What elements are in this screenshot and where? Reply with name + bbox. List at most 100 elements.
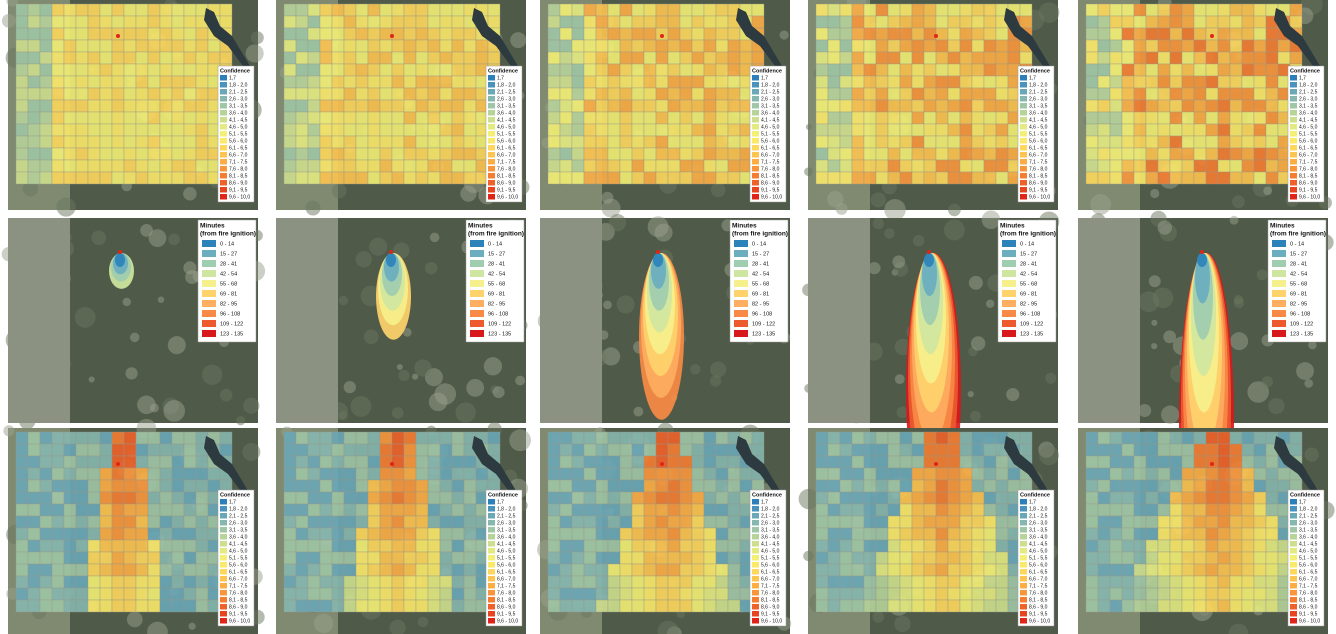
confidence-cell — [1098, 148, 1110, 160]
confidence-cell — [584, 148, 596, 160]
legend-swatch — [1020, 159, 1027, 165]
confidence-cell — [356, 112, 368, 124]
confidence-cell — [936, 76, 948, 88]
confidence-cell — [948, 576, 960, 588]
confidence-cell — [172, 100, 184, 112]
legend-swatch — [1002, 250, 1016, 257]
confidence-cell — [148, 504, 160, 516]
legend-label: 82 - 95 — [488, 301, 505, 307]
confidence-cell — [936, 172, 948, 184]
confidence-cell — [1086, 124, 1098, 136]
confidence-cell — [160, 480, 172, 492]
confidence-cell — [124, 28, 136, 40]
legend-label: 6,6 - 7,0 — [1299, 152, 1318, 158]
confidence-cell — [1158, 492, 1170, 504]
confidence-cell — [984, 492, 996, 504]
confidence-cell — [876, 16, 888, 28]
legend-label: 4,6 - 5,0 — [497, 548, 516, 554]
confidence-cell — [296, 528, 308, 540]
confidence-cell — [1206, 160, 1218, 172]
confidence-cell — [680, 76, 692, 88]
confidence-cell — [668, 148, 680, 160]
confidence-cell — [692, 16, 704, 28]
legend-swatch — [220, 548, 227, 554]
fire-spread-zone — [115, 253, 125, 267]
legend-label: 7,6 - 8,0 — [1299, 590, 1318, 596]
confidence-cell — [608, 136, 620, 148]
legend-label: 6,6 - 7,0 — [1029, 152, 1048, 158]
confidence-cell — [488, 432, 500, 444]
confidence-cell — [680, 40, 692, 52]
confidence-cell — [440, 16, 452, 28]
legend-label: 28 - 41 — [752, 261, 769, 267]
ignition-point — [660, 462, 664, 466]
confidence-cell — [1134, 112, 1146, 124]
confidence-cell — [924, 64, 936, 76]
confidence-cell — [680, 16, 692, 28]
confidence-cell — [28, 432, 40, 444]
confidence-cell — [656, 172, 668, 184]
confidence-cell — [88, 172, 100, 184]
confidence-cell — [380, 88, 392, 100]
confidence-cell — [1242, 600, 1254, 612]
legend-swatch — [488, 499, 495, 505]
terrain-texture — [986, 300, 994, 308]
confidence-cell — [1254, 52, 1266, 64]
confidence-cell — [936, 552, 948, 564]
confidence-cell — [680, 64, 692, 76]
confidence-cell — [320, 136, 332, 148]
confidence-cell — [584, 468, 596, 480]
confidence-cell — [76, 528, 88, 540]
confidence-cell — [584, 112, 596, 124]
confidence-cell — [368, 112, 380, 124]
confidence-cell — [560, 468, 572, 480]
legend-label: 9,1 - 9,5 — [497, 611, 516, 617]
confidence-cell — [284, 76, 296, 88]
terrain-texture — [369, 238, 387, 256]
confidence-cell — [888, 52, 900, 64]
confidence-cell — [100, 4, 112, 16]
confidence-cell — [828, 456, 840, 468]
confidence-cell — [112, 76, 124, 88]
confidence-cell — [136, 468, 148, 480]
confidence-cell — [148, 124, 160, 136]
confidence-cell — [644, 540, 656, 552]
confidence-cell — [924, 76, 936, 88]
confidence-cell — [608, 88, 620, 100]
confidence-cell — [1242, 28, 1254, 40]
confidence-cell — [88, 480, 100, 492]
legend-label: 7,1 - 7,5 — [1029, 583, 1048, 589]
confidence-cell — [716, 552, 728, 564]
confidence-cell — [572, 552, 584, 564]
legend-swatch — [734, 260, 748, 267]
confidence-cell — [1134, 588, 1146, 600]
terrain-texture — [3, 425, 14, 436]
confidence-cell — [1098, 432, 1110, 444]
confidence-cell — [136, 40, 148, 52]
legend-label: 8,6 - 9,0 — [761, 180, 780, 186]
confidence-cell — [596, 88, 608, 100]
confidence-cell — [1158, 28, 1170, 40]
confidence-cell — [1158, 160, 1170, 172]
confidence-cell — [960, 552, 972, 564]
legend-label: 7,6 - 8,0 — [497, 166, 516, 172]
confidence-cell — [548, 52, 560, 64]
legend-swatch — [1272, 310, 1286, 317]
confidence-cell — [852, 40, 864, 52]
confidence-cell — [728, 40, 740, 52]
confidence-cell — [16, 100, 28, 112]
confidence-cell — [440, 148, 452, 160]
legend-swatch — [1020, 583, 1027, 589]
confidence-cell — [332, 564, 344, 576]
confidence-cell — [560, 456, 572, 468]
confidence-cell — [1182, 444, 1194, 456]
confidence-cell — [572, 88, 584, 100]
confidence-cell — [948, 28, 960, 40]
confidence-cell — [392, 492, 404, 504]
confidence-cell — [1146, 540, 1158, 552]
confidence-cell — [124, 136, 136, 148]
confidence-cell — [716, 28, 728, 40]
confidence-cell — [1230, 112, 1242, 124]
legend-swatch — [752, 590, 759, 596]
confidence-cell — [548, 4, 560, 16]
